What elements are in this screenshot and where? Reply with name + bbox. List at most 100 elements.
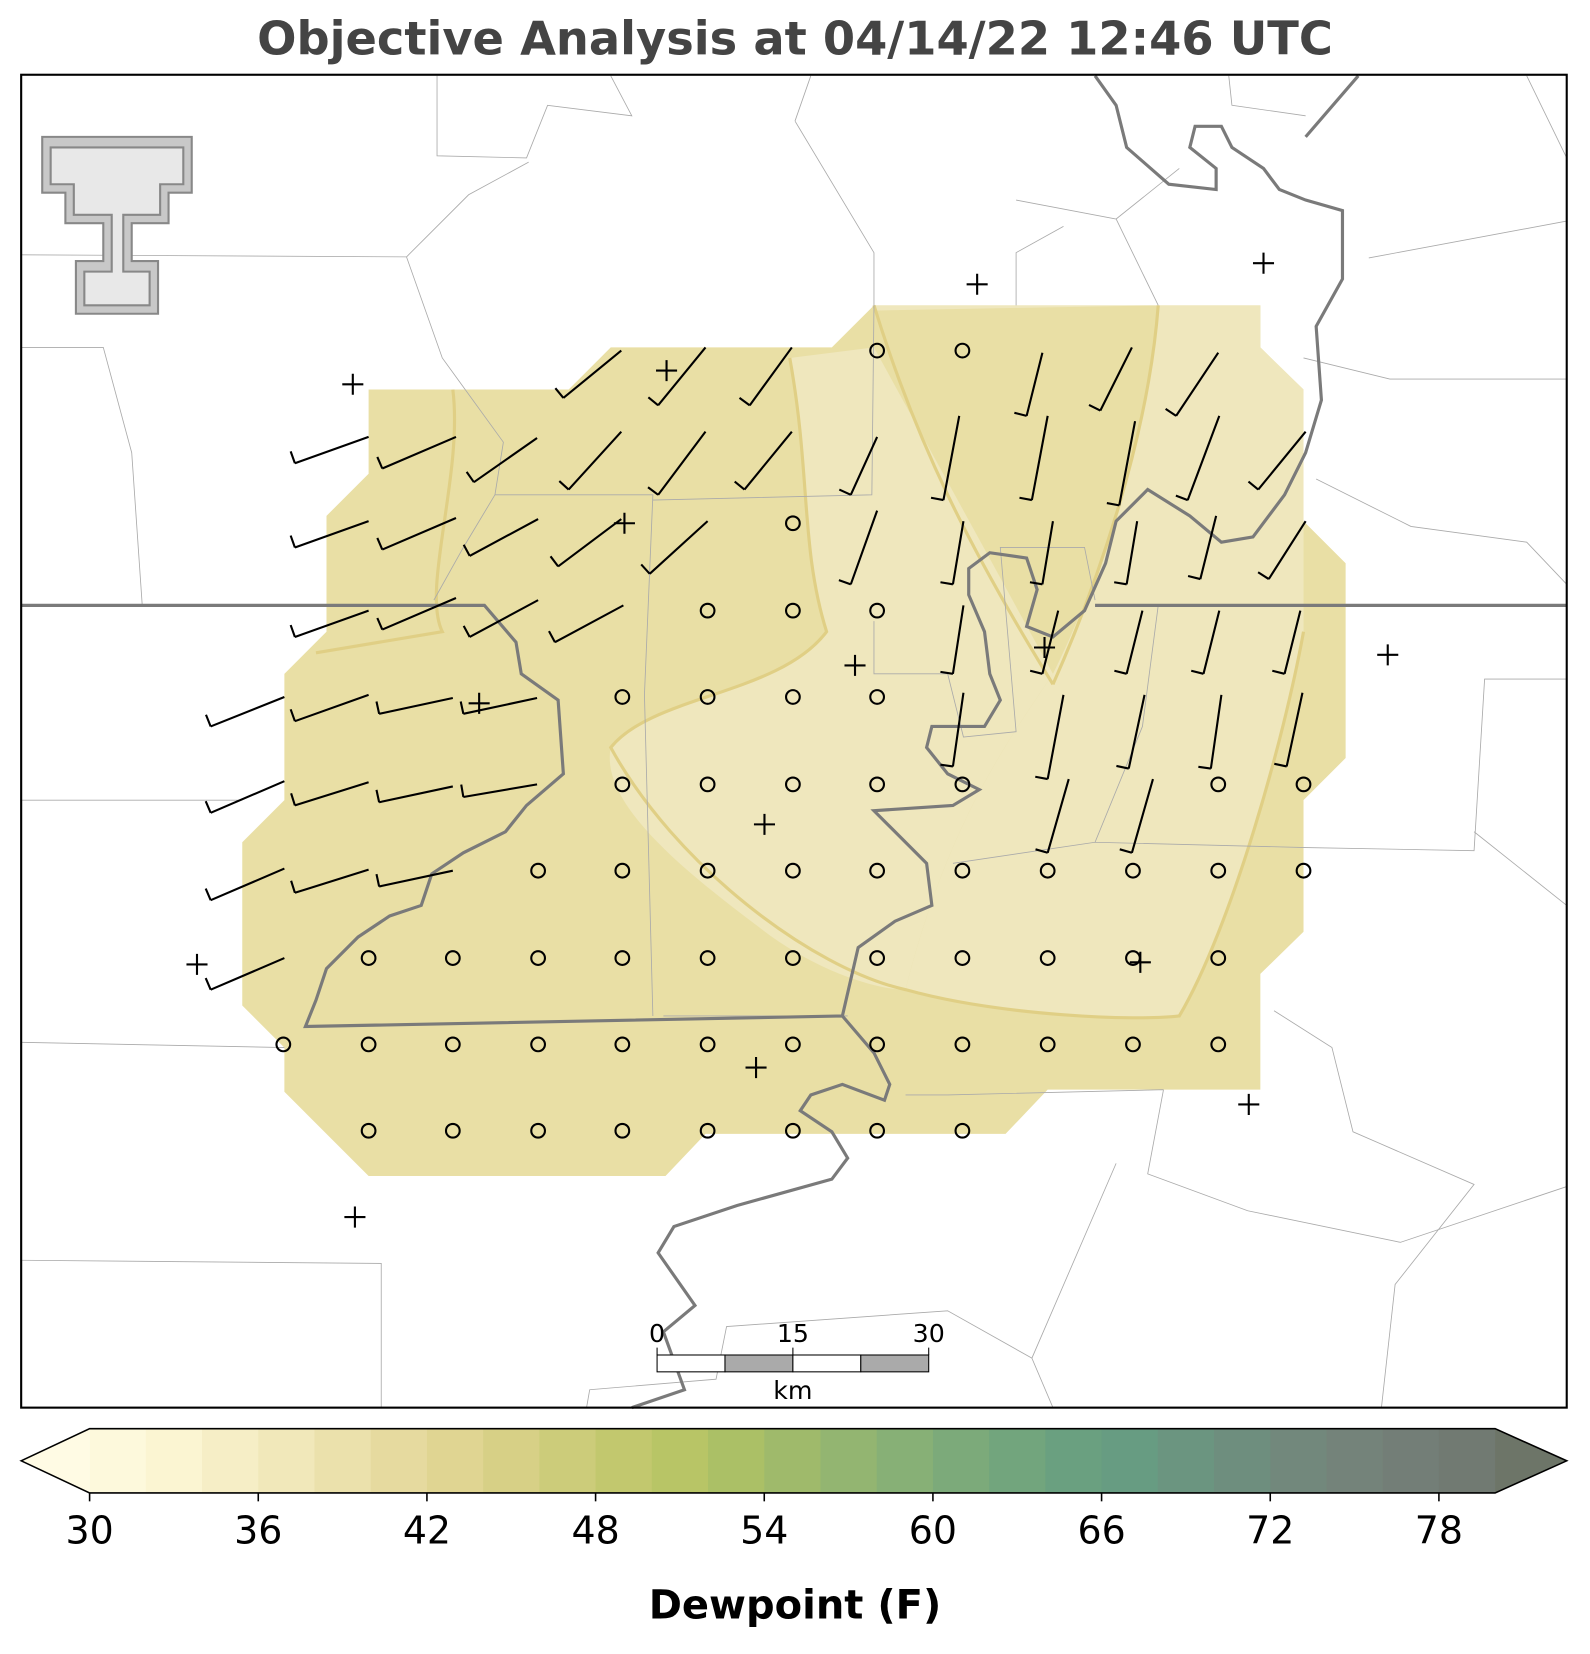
- colorbar-extend-max: [1495, 1428, 1567, 1493]
- wind-barb: [738, 346, 793, 407]
- contour-line: [315, 304, 1306, 1020]
- colorbar-bin: [989, 1428, 1046, 1493]
- station-calm: [869, 1122, 886, 1139]
- wind-barb: [465, 437, 538, 484]
- wind-barb: [376, 517, 457, 551]
- station-calm: [699, 689, 716, 705]
- colorbar-tick-label: 60: [909, 1508, 957, 1552]
- wind-barb: [1257, 520, 1307, 580]
- colorbar-bin: [314, 1428, 372, 1493]
- wind-barb: [289, 609, 369, 638]
- colorbar-bin: [483, 1428, 540, 1493]
- scale-bar-label: 0: [649, 1319, 665, 1348]
- station-calm: [784, 602, 801, 619]
- colorbar-extend-min: [21, 1428, 90, 1493]
- scale-bar-segment: [792, 1354, 862, 1373]
- station-calm: [614, 1122, 631, 1139]
- station-plus: [966, 273, 988, 295]
- scale-bar-unit: km: [773, 1376, 812, 1405]
- station-calm: [1295, 776, 1312, 793]
- colorbar-tick-label: 48: [571, 1508, 619, 1552]
- wind-barb: [647, 431, 707, 496]
- colorbar-bin: [370, 1428, 428, 1493]
- scale-bar-segment: [860, 1354, 930, 1373]
- station-calm: [1210, 776, 1227, 793]
- station-calm: [530, 950, 547, 966]
- station-plus: [1377, 644, 1399, 666]
- wind-barb: [375, 869, 454, 888]
- wind-barb: [1190, 610, 1221, 675]
- wind-barb: [289, 693, 369, 723]
- station-calm: [784, 950, 801, 966]
- station-calm: [699, 862, 716, 879]
- station-calm: [954, 862, 971, 879]
- colorbar-bin: [202, 1428, 259, 1493]
- colorbar-tick-label: 78: [1415, 1508, 1463, 1552]
- wind-barb: [289, 520, 369, 549]
- wind-barb: [1029, 520, 1054, 586]
- station-plus: [186, 953, 208, 975]
- colorbar-bin: [1045, 1428, 1103, 1493]
- colorbar-tick-label: 54: [740, 1508, 788, 1552]
- station-calm: [954, 1036, 971, 1053]
- wind-barb: [462, 599, 539, 638]
- wind-barb: [1106, 420, 1137, 507]
- colorbar-bin: [539, 1428, 597, 1493]
- station-calm: [954, 950, 971, 966]
- station-calm: [784, 776, 801, 793]
- station-calm: [954, 776, 971, 793]
- scale-bar-segment: [724, 1354, 794, 1373]
- wind-barb: [462, 518, 539, 557]
- colorbar-bin: [1101, 1428, 1159, 1493]
- wind-barb: [290, 868, 369, 894]
- scale-bar: 0 15 30 km: [649, 1319, 945, 1405]
- station-calm: [1125, 862, 1141, 879]
- station-plus: [656, 360, 678, 382]
- colorbar-tick-label: 72: [1246, 1508, 1294, 1552]
- map-frame: [20, 73, 1568, 1409]
- colorbar-bin: [1438, 1428, 1496, 1493]
- wind-barb: [1114, 610, 1144, 675]
- wind-barb: [838, 436, 879, 496]
- station-calm: [869, 342, 886, 359]
- station-calm: [954, 342, 971, 359]
- wind-barb: [940, 520, 965, 586]
- station-calm: [869, 862, 886, 879]
- colorbar-bin: [1326, 1428, 1384, 1493]
- wind-barb: [204, 957, 285, 991]
- station-calm: [444, 950, 461, 966]
- wind-barb: [376, 597, 457, 631]
- wind-barb: [1116, 694, 1146, 770]
- colorbar-tick-label: 42: [403, 1508, 451, 1552]
- station-calm: [699, 950, 716, 966]
- station-calm: [530, 1036, 547, 1053]
- colorbar-bin: [145, 1428, 203, 1493]
- colorbar-bin: [1157, 1428, 1215, 1493]
- station-calm: [869, 776, 886, 793]
- station-calm: [275, 1036, 292, 1053]
- wind-barb: [647, 346, 707, 407]
- colorbar-bin: [258, 1428, 316, 1493]
- wind-barb: [1035, 694, 1065, 781]
- station-calm: [614, 1036, 631, 1053]
- station-calm: [869, 950, 886, 966]
- colorbar-bin: [1382, 1428, 1440, 1493]
- colorbar-bin: [876, 1428, 934, 1493]
- station-calm: [360, 950, 377, 966]
- station-calm: [784, 862, 801, 879]
- wind-barb: [940, 605, 965, 675]
- colorbar-bin: [651, 1428, 709, 1493]
- scale-bar-label: 15: [777, 1319, 809, 1348]
- station-calm: [699, 602, 716, 619]
- station-plus: [613, 512, 635, 534]
- station-calm: [530, 1122, 547, 1139]
- wind-barb: [204, 867, 285, 902]
- station-plus: [1033, 636, 1056, 659]
- station-calm: [1039, 1036, 1056, 1053]
- county-borders: [21, 75, 1568, 1408]
- wind-barb: [1247, 430, 1307, 491]
- station-plus: [1238, 1093, 1260, 1115]
- colorbar: 30 36 42 48 54 60 66 72 78: [19, 1427, 1569, 1552]
- station-calm: [530, 862, 547, 879]
- colorbar-bin: [932, 1428, 990, 1493]
